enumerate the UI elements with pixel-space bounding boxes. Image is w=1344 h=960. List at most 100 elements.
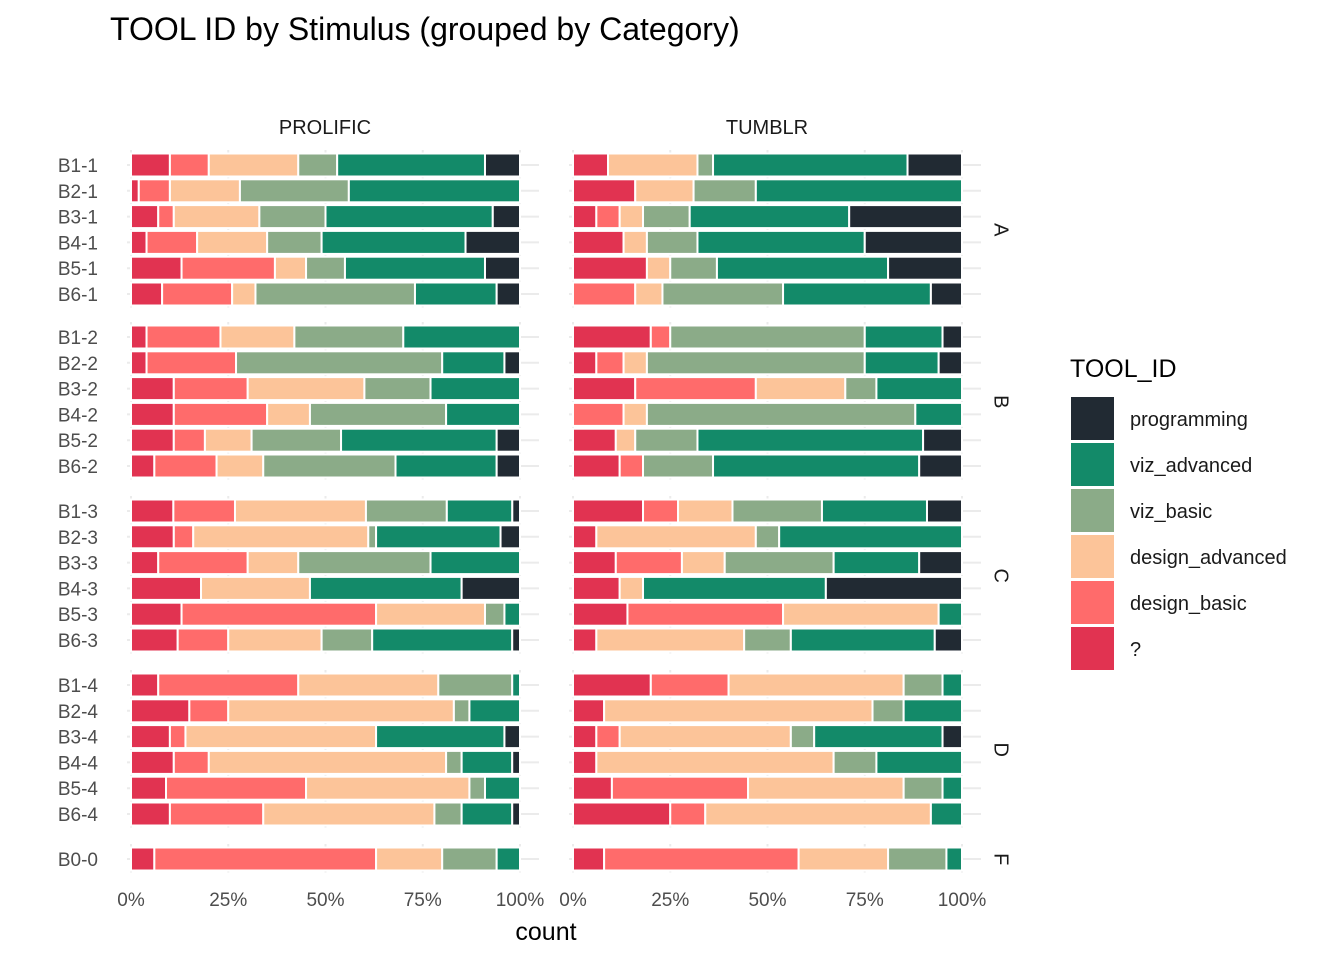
legend-swatch (1071, 535, 1114, 578)
bar-prolific-b3-4 (130, 724, 522, 750)
y-tick-label: B6-3 (58, 631, 98, 652)
bar-segment-design-advanced (634, 178, 695, 204)
bar-segment-programming (460, 575, 521, 601)
bar-segment-design-basic (180, 601, 378, 627)
bar-segment-viz-advanced (929, 801, 964, 827)
bar-segment-viz-advanced (429, 550, 521, 576)
bar-segment-design-advanced (192, 524, 370, 550)
bar-segment-viz-basic (692, 178, 757, 204)
bar-segment-design-advanced (227, 698, 455, 724)
bar-segment-design-advanced (233, 498, 367, 524)
bar-segment-viz-advanced (445, 498, 514, 524)
bar-segment-design-basic (595, 350, 625, 376)
bar-segment-viz-advanced (402, 324, 521, 350)
bar-segment-unknown (572, 627, 598, 653)
bar-segment-unknown (130, 376, 175, 402)
bar-segment-programming (511, 627, 521, 653)
bar-segment-unknown (130, 152, 171, 178)
bar-segment-viz-advanced (875, 749, 963, 775)
bar-tumblr-b4-1 (572, 229, 963, 255)
bar-segment-viz-advanced (937, 601, 963, 627)
bar-prolific-b4-2 (130, 401, 521, 427)
bar-segment-design-advanced (375, 601, 486, 627)
bar-segment-programming (918, 550, 964, 576)
bar-segment-unknown (572, 152, 610, 178)
chart-title: TOOL ID by Stimulus (grouped by Category… (110, 11, 740, 47)
bar-segment-programming (922, 427, 963, 453)
y-tick-label: B5-4 (58, 779, 99, 800)
bar-segment-design-basic (180, 255, 276, 281)
bar-segment-viz-basic (645, 229, 699, 255)
bar-segment-viz-advanced (441, 350, 506, 376)
bar-segment-programming (483, 255, 521, 281)
bar-segment-unknown (572, 698, 606, 724)
y-tick-label: B1-2 (58, 328, 98, 349)
bar-segment-viz-advanced (712, 453, 921, 479)
bar-segment-programming (491, 204, 521, 230)
x-tick-label: 100% (938, 890, 987, 911)
bar-segment-viz-advanced (460, 801, 514, 827)
bar-segment-unknown (572, 324, 652, 350)
bar-segment-unknown (572, 229, 625, 255)
bar-segment-viz-advanced (375, 524, 502, 550)
bar-segment-viz-basic (297, 152, 339, 178)
bar-segment-unknown (130, 324, 148, 350)
bar-segment-viz-advanced (460, 749, 514, 775)
bar-segment-viz-basic (433, 801, 463, 827)
bar-prolific-b5-1 (130, 255, 521, 281)
bar-tumblr-b2-1 (572, 178, 964, 204)
bar-segment-design-basic (603, 846, 800, 872)
y-tick-label: B2-2 (58, 354, 98, 375)
bar-segment-viz-advanced (324, 204, 494, 230)
bar-segment-design-basic (137, 178, 171, 204)
bar-segment-design-advanced (754, 376, 847, 402)
panel-tumblr-f (569, 844, 981, 873)
bar-segment-design-basic (595, 204, 621, 230)
bar-segment-viz-basic (262, 453, 397, 479)
bar-segment-programming (464, 229, 522, 255)
bar-segment-programming (495, 453, 522, 479)
bar-segment-unknown (572, 178, 637, 204)
bar-tumblr-b5-1 (572, 255, 964, 281)
bar-segment-viz-basic (902, 672, 944, 698)
bar-segment-unknown (130, 575, 203, 601)
bar-segment-unknown (572, 524, 598, 550)
bar-segment-viz-basic (642, 453, 715, 479)
bar-prolific-b4-3 (130, 575, 521, 601)
bar-segment-design-advanced (273, 255, 308, 281)
bar-segment-viz-advanced (820, 498, 928, 524)
bar-segment-unknown (572, 376, 637, 402)
bar-segment-viz-basic (723, 550, 835, 576)
bar-segment-unknown (572, 498, 645, 524)
bar-tumblr-b3-2 (572, 376, 963, 402)
legend-label: viz_advanced (1130, 455, 1252, 477)
bar-tumblr-b4-2 (572, 401, 964, 427)
strip-label-row-c: C (990, 569, 1012, 583)
bar-tumblr-b6-1 (572, 281, 964, 307)
bar-segment-design-advanced (227, 627, 323, 653)
y-tick-label: B1-1 (58, 156, 98, 177)
bar-segment-unknown (572, 846, 606, 872)
bar-segment-design-advanced (297, 672, 440, 698)
bar-segment-design-basic (634, 376, 757, 402)
bar-prolific-b1-2 (130, 324, 521, 350)
x-tick-label: 0% (559, 890, 587, 911)
bar-segment-programming (933, 627, 964, 653)
panel-tumblr-c (569, 496, 981, 654)
bar-segment-viz-basic (266, 229, 323, 255)
bar-segment-programming (941, 724, 963, 750)
bar-segment-design-advanced (595, 524, 757, 550)
bar-segment-programming (499, 524, 521, 550)
bar-segment-viz-basic (452, 698, 471, 724)
bar-segment-unknown (572, 550, 617, 576)
bar-segment-design-basic (669, 801, 707, 827)
bar-segment-unknown (572, 601, 629, 627)
bar-segment-viz-basic (364, 498, 448, 524)
bar-segment-design-basic (145, 324, 222, 350)
bar-segment-design-basic (145, 350, 238, 376)
y-tick-label: B2-3 (58, 528, 98, 549)
bar-segment-design-basic (618, 453, 645, 479)
bar-segment-viz-basic (661, 281, 785, 307)
legend-swatch (1071, 581, 1114, 624)
panel-tumblr-b (569, 322, 981, 480)
